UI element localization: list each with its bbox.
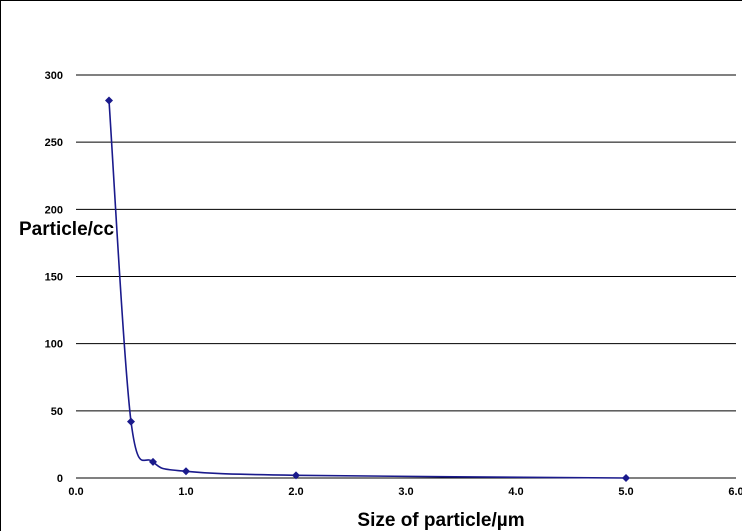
y-tick-labels: 0 50 100 150 200 250 300 xyxy=(45,70,63,485)
data-point-5 xyxy=(622,474,630,482)
y-tick-label: 150 xyxy=(45,272,63,284)
y-tick-label: 50 xyxy=(51,406,63,418)
y-axis-title: Particle/cc xyxy=(19,219,114,240)
data-point-3 xyxy=(182,467,190,476)
y-tick-label: 250 xyxy=(45,137,63,149)
gridlines xyxy=(76,74,736,412)
data-point-1 xyxy=(127,417,135,426)
x-tick-label: 6.0 xyxy=(728,486,742,498)
x-tick-label: 0.0 xyxy=(68,486,83,498)
y-tick-label: 200 xyxy=(45,204,63,216)
data-points xyxy=(105,96,630,482)
x-tick-label: 5.0 xyxy=(618,486,633,498)
x-axis-title: Size of particle/µm xyxy=(357,510,524,531)
data-point-2 xyxy=(149,457,157,466)
x-tick-label: 1.0 xyxy=(178,486,193,498)
y-tick-label: 0 xyxy=(57,473,63,485)
series-line xyxy=(108,100,627,479)
x-tick-label: 4.0 xyxy=(508,486,523,498)
y-tick-label: 300 xyxy=(45,70,63,82)
x-tick-label: 3.0 xyxy=(398,486,413,498)
data-point-4 xyxy=(292,471,300,480)
y-tick-label: 100 xyxy=(45,339,63,351)
x-tick-labels: 0.0 1.0 2.0 3.0 4.0 5.0 6.0 xyxy=(68,486,742,498)
data-point-0 xyxy=(105,96,113,105)
x-tick-label: 2.0 xyxy=(288,486,303,498)
